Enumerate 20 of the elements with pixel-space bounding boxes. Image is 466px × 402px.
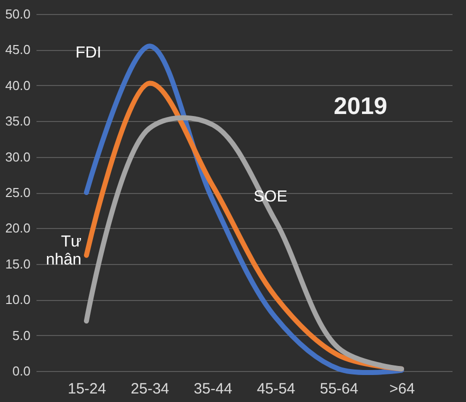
y-tick-label: 15.0: [5, 256, 30, 272]
series-label: Tư nhân: [46, 233, 82, 268]
x-tick-label: 35-44: [194, 380, 232, 398]
annotation: 2019: [334, 92, 388, 120]
y-tick-label: 30.0: [5, 149, 30, 164]
y-tick-label: 5.0: [12, 328, 30, 343]
y-tick-label: 25.0: [5, 185, 30, 200]
x-tick-label: 55-64: [320, 380, 358, 398]
x-tick-label: 45-54: [256, 380, 296, 398]
x-tick-label: >64: [389, 380, 415, 398]
y-tick-label: 45.0: [5, 42, 30, 58]
y-tick-label: 50.0: [5, 6, 30, 22]
y-tick-label: 0.0: [12, 364, 30, 378]
series-label: FDI: [76, 44, 102, 62]
y-tick-label: 20.0: [5, 220, 30, 236]
x-tick-label: 15-24: [68, 380, 106, 398]
y-tick-label: 10.0: [5, 292, 30, 308]
y-tick-label: 35.0: [5, 114, 30, 129]
x-tick-label: 25-34: [130, 380, 170, 398]
y-tick-label: 40.0: [5, 78, 30, 93]
